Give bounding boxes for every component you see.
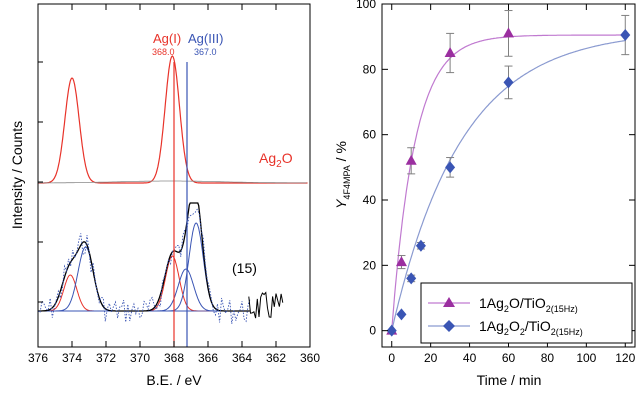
- error-bars: [397, 10, 630, 283]
- data-points: [386, 27, 631, 337]
- xps-y-ticks: [38, 61, 43, 303]
- xps-x-tick-label: 364: [232, 351, 252, 365]
- data-point-diamond: [445, 161, 456, 174]
- data-point-diamond: [386, 324, 397, 337]
- kinetics-x-axis-title: Time / min: [477, 372, 542, 388]
- legend: 1Ag2O/TiO2(15Hz) 1Ag2O2/TiO2(15Hz): [420, 282, 633, 344]
- data-point-triangle: [395, 256, 407, 267]
- kinetics-x-tick-label: 80: [541, 351, 555, 365]
- legend-marker-diamond: [443, 320, 455, 332]
- xps-x-tick-label: 376: [28, 351, 48, 365]
- data-point-diamond: [503, 76, 514, 89]
- kinetics-y-tick-label: 20: [363, 258, 377, 272]
- legend-marker-triangle: [443, 297, 455, 307]
- xps-x-tick-label: 362: [266, 351, 286, 365]
- agIII-label: Ag(III): [188, 31, 223, 46]
- envelope-fit-curve: [38, 202, 250, 312]
- data-point-diamond: [406, 272, 417, 285]
- data-point-triangle: [503, 27, 514, 38]
- kinetics-x-ticks: 0 20 40 60 80 100 120: [388, 4, 636, 365]
- xps-x-tick-label: 368: [164, 351, 184, 365]
- xps-x-tick-label: 370: [130, 351, 150, 365]
- data-point-diamond: [620, 29, 631, 42]
- data-point-diamond: [415, 239, 426, 252]
- legend-box: [420, 282, 633, 344]
- fit-component-curve: [38, 222, 250, 312]
- agI-label: Ag(I): [153, 31, 181, 46]
- kinetics-x-tick-label: 40: [463, 351, 477, 365]
- xps-x-axis-title: B.E. / eV: [146, 372, 202, 388]
- data-point-triangle: [444, 47, 456, 57]
- data-point-diamond: [396, 308, 407, 321]
- xps-x-tick-label: 374: [62, 351, 82, 365]
- data-point-triangle: [405, 154, 417, 165]
- kinetics-panel: 0 20 40 60 80 100 120 0 20 40 60 80 100 1Ag2O/TiO2(…: [333, 0, 636, 388]
- xps-x-tick-label: 372: [96, 351, 116, 365]
- kinetics-y-tick-label: 100: [356, 0, 376, 11]
- kinetics-x-tick-label: 120: [615, 351, 635, 365]
- kinetics-y-tick-label: 60: [363, 128, 377, 142]
- xps-curves: [37, 55, 308, 324]
- kinetics-x-tick-label: 100: [576, 351, 596, 365]
- ag2o-background-line: [38, 180, 307, 184]
- fit-component-curve: [38, 274, 250, 312]
- xps-x-ticks: 376 374 372 370 368 366 364 362 360: [28, 4, 320, 365]
- ag2o-label: Ag2O: [259, 150, 293, 170]
- raw-data-dotted: [37, 208, 251, 324]
- kinetics-y-tick-label: 40: [363, 193, 377, 207]
- kinetics-x-tick-label: 20: [424, 351, 438, 365]
- kinetics-x-tick-label: 60: [502, 351, 516, 365]
- agI-value: 368.0: [152, 47, 175, 57]
- legend-label-ag2o2: 1Ag2O2/TiO2(15Hz): [479, 318, 583, 337]
- sample-15-label: (15): [232, 260, 257, 276]
- xps-x-tick-label: 366: [198, 351, 218, 365]
- kinetics-y-tick-label: 80: [363, 62, 377, 76]
- kinetics-y-tick-label: 0: [369, 324, 376, 338]
- kinetics-y-axis-title: Y4F4MPA / %: [333, 141, 352, 209]
- kinetics-x-tick-label: 0: [388, 351, 395, 365]
- xps-y-axis-title: Intensity / Counts: [9, 121, 25, 229]
- xps-x-tick-label: 360: [300, 351, 320, 365]
- agIII-value: 367.0: [194, 47, 217, 57]
- xps-panel: 376 374 372 370 368 366 364 362 360 Ag(I) 368.0 …: [9, 3, 320, 388]
- legend-label-ag2o: 1Ag2O/TiO2(15Hz): [479, 295, 578, 314]
- raw-data-tail: [248, 291, 284, 319]
